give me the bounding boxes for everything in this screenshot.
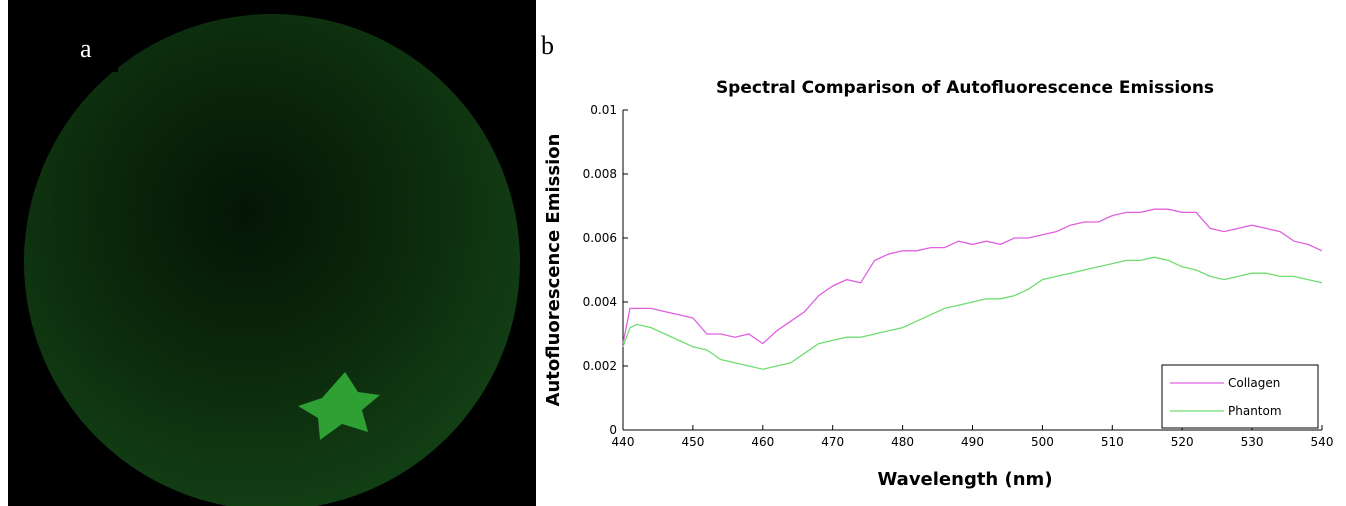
- y-axis-label: Autofluorescence Emission: [543, 134, 564, 407]
- label-patch: [8, 0, 118, 72]
- x-tick-label: 500: [1031, 435, 1054, 449]
- x-tick-label: 440: [612, 435, 635, 449]
- x-tick-label: 510: [1101, 435, 1124, 449]
- chart-title: Spectral Comparison of Autofluorescence …: [716, 78, 1214, 98]
- x-axis-label: Wavelength (nm): [877, 469, 1052, 490]
- micrograph-field: [24, 14, 520, 506]
- x-tick-label: 480: [891, 435, 914, 449]
- y-tick-label: 0.01: [590, 103, 617, 117]
- panel-label: b: [541, 31, 554, 60]
- y-tick-label: 0.002: [583, 359, 617, 373]
- bright-region: [298, 372, 380, 440]
- x-tick-label: 470: [821, 435, 844, 449]
- panel-label: a: [80, 34, 92, 63]
- legend-label: Collagen: [1228, 376, 1280, 390]
- y-tick-label: 0: [609, 423, 617, 437]
- x-tick-label: 460: [751, 435, 774, 449]
- x-tick-label: 530: [1241, 435, 1264, 449]
- series-line: [622, 208, 1323, 345]
- y-tick-label: 0.004: [583, 295, 617, 309]
- x-tick-label: 540: [1311, 435, 1334, 449]
- x-tick-label: 490: [961, 435, 984, 449]
- legend-label: Phantom: [1228, 404, 1282, 418]
- series-line: [622, 256, 1323, 370]
- y-tick-label: 0.008: [583, 167, 617, 181]
- y-tick-label: 0.006: [583, 231, 617, 245]
- legend-box: [1161, 364, 1319, 429]
- x-tick-label: 450: [681, 435, 704, 449]
- x-tick-label: 520: [1171, 435, 1194, 449]
